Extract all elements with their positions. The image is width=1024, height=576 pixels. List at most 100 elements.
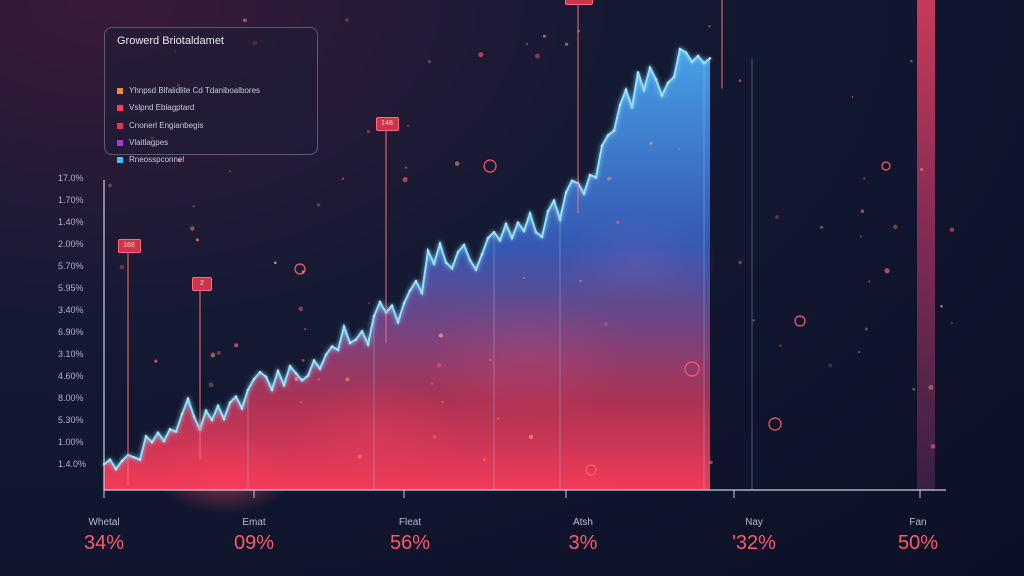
x-category-name: Emat: [242, 517, 266, 528]
data-point: [618, 103, 622, 107]
x-ticks: [103, 490, 921, 498]
sparkle: [488, 358, 492, 362]
chart-title: Growerd Briotaldamet: [117, 35, 224, 47]
sparkle: [940, 305, 943, 308]
y-tick-label: 1.4.0%: [58, 459, 87, 469]
sparkle: [210, 352, 216, 358]
sparkle: [577, 29, 581, 33]
data-point: [120, 459, 124, 463]
legend-label: Vlaitlagpes: [129, 138, 169, 147]
sparkle: [525, 42, 529, 46]
sparkle: [301, 359, 305, 362]
data-point: [138, 458, 142, 461]
circle-marker-icon: [585, 464, 597, 476]
sparkle: [299, 400, 302, 404]
sparkle: [345, 377, 350, 382]
section-dividers: [247, 58, 753, 490]
y-tick-label: 2.00%: [58, 239, 84, 249]
sparkle: [738, 260, 742, 265]
sparkle: [208, 382, 214, 388]
data-point: [318, 367, 322, 370]
sparkle: [949, 227, 955, 233]
sparkle: [528, 434, 534, 439]
data-point: [252, 377, 256, 381]
sparkle: [708, 24, 711, 28]
sparkle: [604, 322, 608, 326]
annotation-lines: [127, 0, 723, 485]
sparkle: [234, 343, 239, 348]
data-point: [186, 397, 190, 401]
sparkle: [431, 382, 434, 385]
sparkle: [863, 177, 866, 180]
data-point: [510, 236, 514, 240]
sparkle: [228, 170, 231, 173]
sparkle: [920, 167, 924, 172]
data-point: [234, 395, 238, 398]
data-point: [360, 330, 364, 333]
y-tick-label: 1.00%: [58, 437, 84, 447]
legend-entry: Rneosspconnel: [117, 155, 184, 165]
sparkle: [195, 238, 199, 242]
sparkle: [860, 209, 865, 213]
data-point: [642, 88, 646, 92]
x-category-name: Atsh: [572, 517, 593, 528]
annotation-tag: 148: [375, 116, 399, 131]
data-point: [498, 239, 502, 242]
data-point: [654, 78, 658, 81]
data-point: [456, 250, 460, 254]
sparkle: [930, 444, 936, 449]
sparkle: [454, 161, 460, 166]
data-point: [294, 372, 298, 375]
data-point: [696, 54, 700, 58]
data-point: [210, 418, 214, 422]
annotation-tag: 2: [192, 276, 212, 291]
data-point: [222, 417, 226, 421]
decorative-circles: [294, 159, 891, 476]
sparkle: [341, 177, 345, 180]
data-point: [420, 291, 424, 295]
circle-marker-icon: [768, 417, 782, 431]
sparkle: [273, 261, 277, 265]
y-tick-label: 5.30%: [58, 415, 84, 425]
sparkle: [884, 268, 890, 274]
data-point: [228, 401, 232, 404]
sparkle: [820, 225, 824, 229]
axes: [103, 180, 946, 491]
sparkle: [404, 166, 407, 169]
data-point: [378, 300, 382, 304]
y-tick-label: 5.70%: [58, 261, 84, 271]
data-point: [174, 430, 178, 433]
x-category-percent: 09%: [233, 532, 275, 554]
data-point: [282, 383, 286, 387]
sparkle: [119, 264, 125, 270]
data-point: [390, 304, 394, 307]
legend-label: Vslpnd Eblagptard: [129, 103, 195, 112]
legend-label: Rneosspconnel: [129, 155, 185, 164]
data-points: [102, 47, 712, 471]
legend-swatch: [117, 156, 123, 163]
data-point: [324, 353, 328, 356]
series-area: [104, 49, 710, 490]
data-point: [216, 404, 220, 408]
sparkle: [441, 400, 444, 404]
data-point: [288, 365, 292, 368]
sparkle: [542, 34, 546, 38]
sparkle: [912, 387, 916, 391]
sparkle: [828, 363, 833, 368]
sparkle: [738, 79, 742, 82]
legend-swatch: [117, 122, 123, 129]
sparkle: [535, 53, 540, 59]
data-point: [348, 341, 352, 345]
data-point: [408, 289, 412, 292]
sparkle: [317, 378, 321, 381]
sparkle: [520, 230, 522, 232]
data-point: [426, 249, 430, 253]
legend-label: Yhnpsd Blfalidlite Cd Tdaniboalbores: [129, 86, 261, 95]
data-point: [162, 439, 166, 443]
data-point: [612, 129, 616, 132]
x-category-percent: 56%: [389, 532, 431, 554]
sparkle: [779, 344, 782, 347]
data-point: [132, 456, 136, 459]
sparkle: [522, 276, 525, 279]
